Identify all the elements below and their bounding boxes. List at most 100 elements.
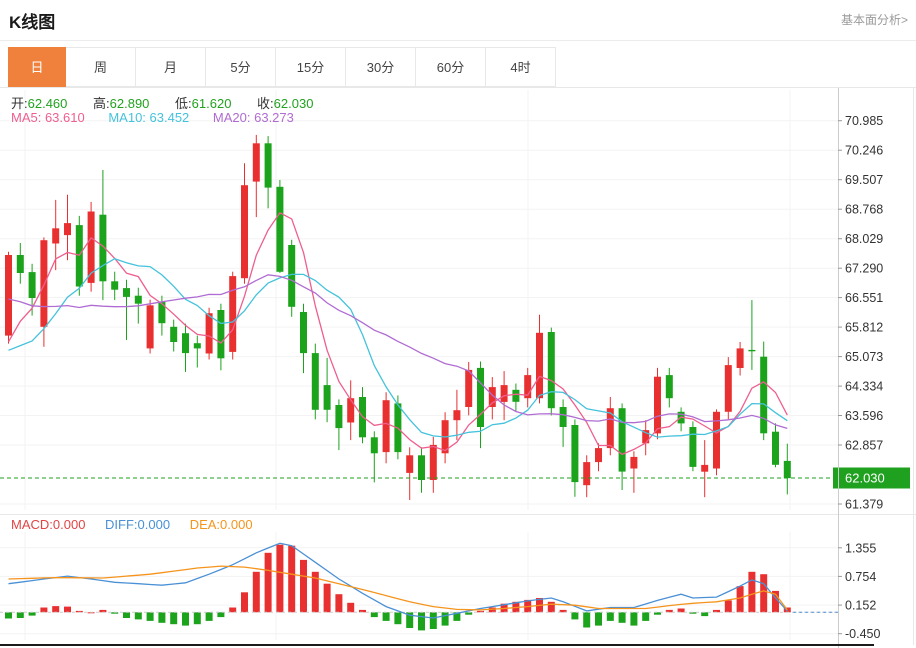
macd-bar — [465, 612, 473, 615]
candle-body — [276, 186, 284, 272]
tab-4hour[interactable]: 4时 — [486, 47, 556, 87]
candle-body — [500, 385, 508, 402]
macd-bar — [713, 609, 720, 613]
chart-canvas[interactable]: 62.030 70.985 70.246 69.507 68.768 68.029 67.2… — [0, 88, 916, 648]
macd-bar — [654, 612, 661, 615]
price-axis-label: 68.768 — [845, 203, 883, 217]
macd-bar — [111, 612, 119, 614]
macd-bar — [772, 590, 779, 613]
fundamental-analysis-link[interactable]: 基本面分析> — [840, 13, 908, 27]
candle-body — [512, 389, 520, 402]
macd-bar — [205, 612, 213, 621]
candle-body — [111, 281, 119, 290]
macd-bar — [429, 612, 437, 629]
candle-body — [146, 305, 154, 349]
macd-bar — [406, 612, 414, 628]
candle-body — [382, 400, 390, 453]
macd-bar — [300, 559, 307, 613]
macd-bar — [724, 600, 732, 613]
macd-bar — [5, 612, 12, 619]
macd-bar — [359, 609, 366, 613]
candle-body — [418, 455, 425, 480]
macd-bar — [16, 612, 24, 618]
macd-axis-label: -0.450 — [845, 627, 880, 641]
tab-day[interactable]: 日 — [8, 47, 66, 87]
candle-body — [701, 464, 709, 472]
tab-5min[interactable]: 5分 — [206, 47, 276, 87]
macd-bar — [382, 612, 390, 621]
price-axis-label: 65.812 — [845, 321, 883, 335]
widget-header: K线图 基本面分析> — [0, 0, 916, 41]
macd-bar — [229, 607, 237, 613]
diff-line — [8, 542, 788, 619]
macd-bar — [75, 610, 83, 613]
macd-bar — [477, 610, 484, 613]
price-axis-label: 64.334 — [845, 380, 883, 394]
candle-body — [40, 240, 48, 327]
candle-body — [465, 369, 473, 407]
candle-body — [748, 349, 756, 352]
tab-week[interactable]: 周 — [66, 47, 136, 87]
tab-60min[interactable]: 60分 — [416, 47, 486, 87]
macd-bar — [571, 612, 579, 620]
candle-body — [205, 313, 213, 354]
candle-body — [665, 375, 673, 399]
ma20-line — [8, 274, 788, 430]
candle-body — [264, 143, 272, 188]
candle-body — [229, 276, 237, 352]
candle-body — [134, 295, 142, 304]
candle-body — [64, 223, 71, 236]
candle-body — [323, 385, 331, 410]
macd-bar — [618, 612, 626, 623]
candle-body — [300, 312, 307, 354]
candle-body — [536, 332, 543, 399]
last-price-tag-text: 62.030 — [845, 471, 885, 486]
candle-body — [170, 326, 178, 342]
macd-bar — [583, 612, 591, 628]
candle-body — [193, 343, 201, 349]
macd-bar — [736, 586, 744, 613]
price-axis-label: 66.551 — [845, 291, 883, 305]
macd-bar — [642, 612, 650, 621]
macd-bar — [701, 612, 709, 617]
period-tabbar: 日 周 月 5分 15分 30分 60分 4时 — [0, 47, 916, 88]
macd-bar — [595, 612, 602, 626]
tab-month[interactable]: 月 — [136, 47, 206, 87]
macd-bar — [146, 612, 154, 621]
candle-body — [28, 272, 36, 298]
candle-body — [311, 353, 319, 410]
candle-body — [713, 411, 720, 469]
candle-body — [630, 456, 638, 469]
macd-bar — [323, 583, 331, 613]
page-title: K线图 — [9, 13, 56, 32]
candle-body — [488, 387, 496, 407]
candle-body — [16, 255, 24, 273]
price-axis-label: 68.029 — [845, 232, 883, 246]
macd-bar — [606, 612, 614, 621]
candle-body — [453, 410, 461, 421]
candle-body — [99, 214, 107, 282]
macd-bar — [182, 612, 189, 626]
macd-bar — [677, 608, 685, 613]
tab-30min[interactable]: 30分 — [346, 47, 416, 87]
candle-body — [5, 255, 12, 336]
candle-body — [217, 310, 225, 359]
ma10-line — [8, 257, 788, 438]
candle-body — [241, 185, 248, 279]
candle-body — [642, 430, 650, 444]
macd-bar — [158, 612, 166, 623]
macd-bar — [311, 571, 319, 613]
macd-bar — [276, 544, 284, 613]
macd-bar — [52, 606, 60, 613]
candle-body — [182, 333, 189, 354]
candle-body — [252, 143, 260, 182]
candle-body — [689, 427, 697, 467]
candle-body — [288, 245, 296, 307]
macd-bar — [252, 571, 260, 613]
candle-body — [370, 437, 378, 454]
macd-bar — [748, 571, 756, 613]
candle-body — [52, 228, 60, 244]
tab-15min[interactable]: 15分 — [276, 47, 346, 87]
macd-bar — [488, 607, 496, 613]
price-axis-label: 62.857 — [845, 439, 883, 453]
